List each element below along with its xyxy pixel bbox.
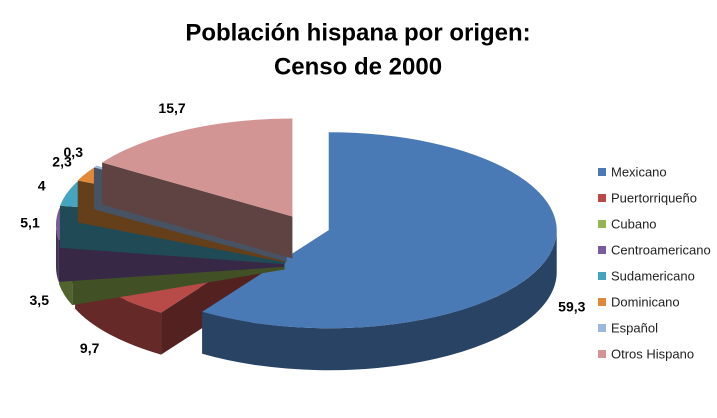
legend-label: Mexicano <box>611 164 667 179</box>
legend-marker <box>598 168 606 176</box>
legend-marker <box>598 220 606 228</box>
legend-label: Otros Hispano <box>611 346 694 361</box>
legend-marker <box>598 194 606 202</box>
legend-label: Cubano <box>611 216 657 231</box>
slice-side <box>202 230 557 371</box>
legend-label: Puertorriqueño <box>611 190 697 205</box>
legend-marker <box>598 246 606 254</box>
legend-marker <box>598 298 606 306</box>
data-label: 15,7 <box>158 100 185 116</box>
data-label: 9,7 <box>80 340 100 356</box>
data-label: 4 <box>38 178 46 194</box>
slice-wall <box>102 162 293 259</box>
slice <box>102 118 293 259</box>
slice-top <box>202 132 557 329</box>
slice-top <box>102 118 293 217</box>
legend-label: Centroamericano <box>611 242 711 257</box>
legend-label: Sudamericano <box>611 268 695 283</box>
legend-marker <box>598 324 606 332</box>
chart-title: Población hispana por origen: <box>185 19 530 46</box>
data-label: 5,1 <box>20 215 40 231</box>
slice-side <box>56 224 59 282</box>
data-label: 3,5 <box>30 292 50 308</box>
legend-label: Español <box>611 320 658 335</box>
chart-subtitle: Censo de 2000 <box>274 53 442 80</box>
legend-marker <box>598 350 606 358</box>
legend-marker <box>598 272 606 280</box>
data-label: 2,3 <box>52 154 72 170</box>
slice <box>202 132 557 371</box>
legend-label: Dominicano <box>611 294 680 309</box>
data-label: 59,3 <box>558 298 585 314</box>
data-label: 0,3 <box>64 144 84 160</box>
